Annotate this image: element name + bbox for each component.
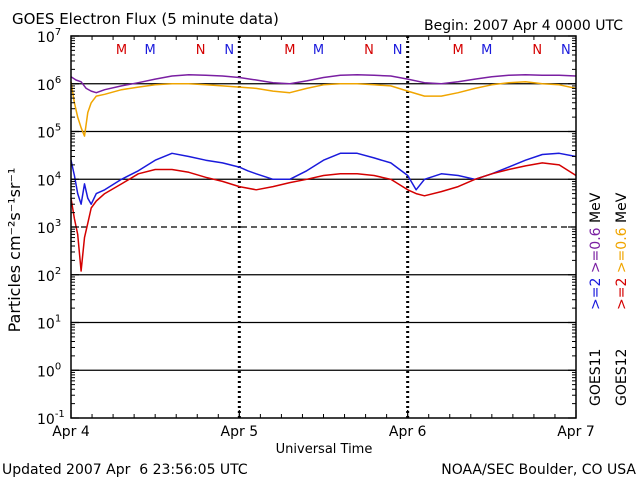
y-tick-label: 10-1 — [37, 409, 65, 428]
x-tick-label: Apr 4 — [52, 424, 90, 440]
mn-marker-label: M — [453, 43, 464, 58]
y-axis-ticks: 107 106 105 104 103 102 101 100 10-1 — [37, 27, 576, 428]
mn-marker-label: M — [481, 43, 492, 58]
mn-marker-label: N — [196, 43, 206, 58]
series-line — [70, 152, 577, 205]
mn-marker-label: M — [284, 43, 295, 58]
legend-entry: >=2 >=0.6 MeV — [614, 192, 630, 310]
legend-entry: >=2 >=0.6 MeV — [588, 192, 604, 310]
footer-updated: Updated 2007 Apr 6 23:56:05 UTC — [2, 462, 248, 478]
y-axis-label: Particles cm⁻²s⁻¹sr⁻¹ — [5, 168, 24, 333]
legend-item: >=0.6 — [588, 227, 604, 277]
legend-satellite: GOES12 — [614, 349, 630, 406]
begin-label: Begin: 2007 Apr 4 0000 UTC — [424, 18, 623, 34]
data-series — [70, 73, 577, 272]
legend-item: MeV — [614, 192, 630, 227]
y-tick-label: 106 — [37, 75, 61, 94]
legend-satellite: GOES11 — [588, 349, 604, 406]
mn-marker-label: N — [532, 43, 542, 58]
mn-marker-label: M — [145, 43, 156, 58]
y-tick-label: 100 — [37, 361, 61, 380]
y-tick-label: 102 — [37, 266, 61, 285]
legend-column: >=2 >=0.6 MeV GOES11 — [588, 192, 604, 406]
mn-marker-label: N — [224, 43, 234, 58]
mn-marker-label: M — [313, 43, 324, 58]
series-line — [70, 162, 577, 272]
x-axis-label: Universal Time — [276, 442, 373, 457]
legend-item: MeV — [588, 192, 604, 227]
mn-marker-label: N — [561, 43, 571, 58]
legend: >=2 >=0.6 MeV GOES11 >=2 >=0.6 MeV GOES12 — [588, 192, 630, 406]
x-axis-ticks: Apr 4 Apr 5 Apr 6 Apr 7 — [52, 36, 595, 440]
x-tick-label: Apr 5 — [221, 424, 259, 440]
grid-lines — [71, 36, 576, 418]
mn-marker-label: N — [393, 43, 403, 58]
mn-marker-label: N — [364, 43, 374, 58]
y-tick-label: 103 — [37, 218, 61, 237]
y-tick-label: 107 — [37, 27, 61, 46]
legend-item: >=0.6 — [614, 227, 630, 277]
y-tick-label: 101 — [37, 314, 61, 333]
series-line — [70, 73, 577, 94]
footer-source: NOAA/SEC Boulder, CO USA — [441, 462, 636, 478]
legend-item: >=2 — [614, 278, 630, 310]
y-tick-label: 104 — [37, 170, 61, 189]
legend-column: >=2 >=0.6 MeV GOES12 — [614, 192, 630, 406]
chart-title: GOES Electron Flux (5 minute data) — [12, 10, 279, 28]
y-tick-label: 105 — [37, 123, 61, 142]
x-tick-label: Apr 7 — [557, 424, 595, 440]
mn-marker-label: M — [116, 43, 127, 58]
series-line — [70, 81, 577, 137]
legend-item: >=2 — [588, 278, 604, 310]
x-tick-label: Apr 6 — [389, 424, 427, 440]
